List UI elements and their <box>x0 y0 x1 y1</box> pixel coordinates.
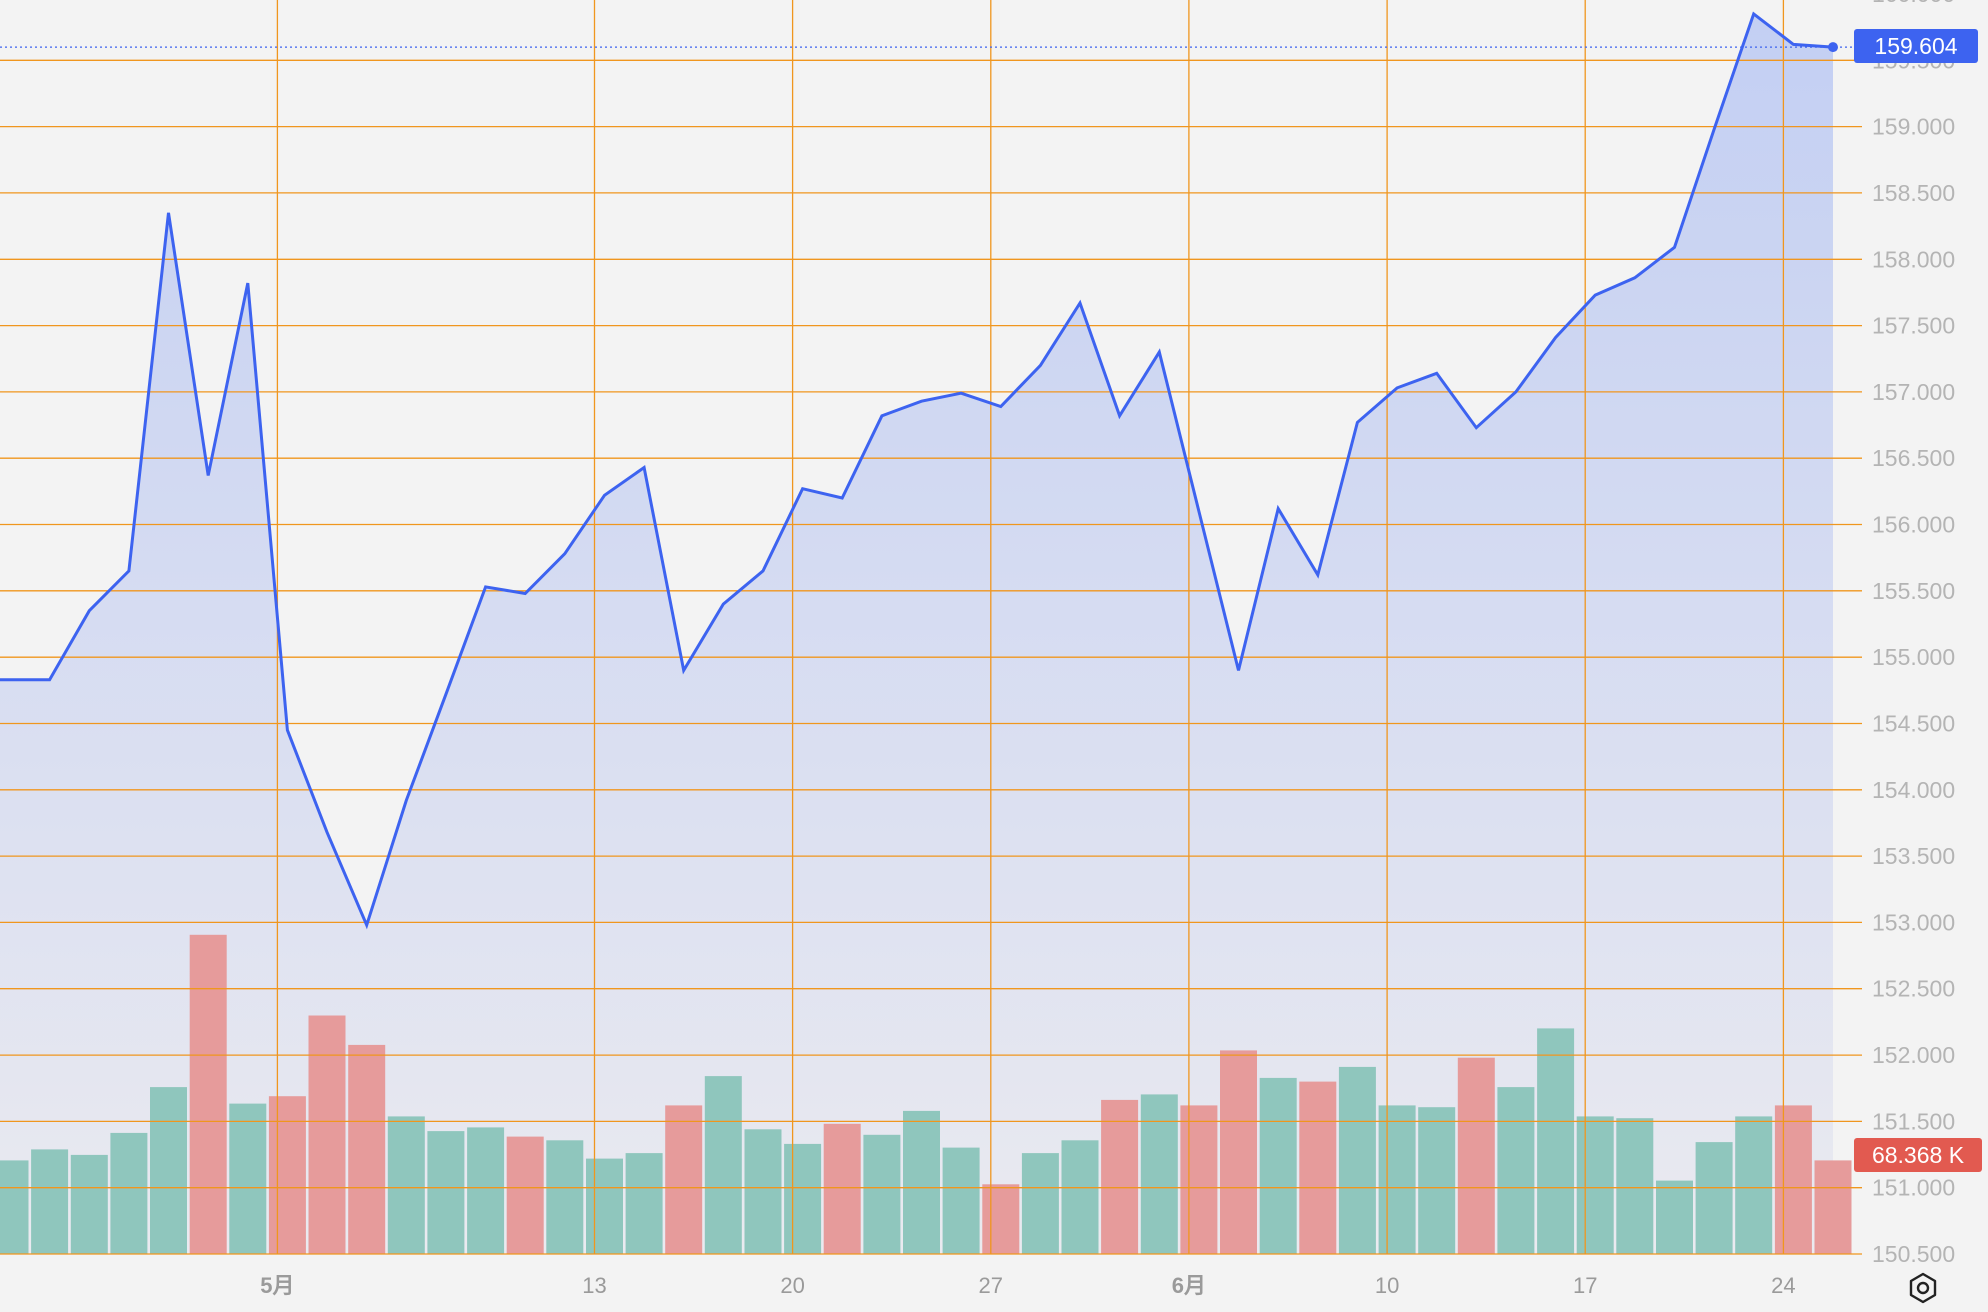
volume-bar <box>546 1140 584 1254</box>
volume-bar <box>1338 1066 1376 1254</box>
y-tick-label: 159.000 <box>1872 114 1955 140</box>
y-tick-label: 156.500 <box>1872 445 1955 471</box>
y-tick-label: 154.000 <box>1872 777 1955 803</box>
x-tick-label: 27 <box>979 1273 1003 1298</box>
volume-bar <box>1576 1116 1614 1254</box>
x-tick-label: 20 <box>780 1273 804 1298</box>
x-tick-label: 13 <box>582 1273 606 1298</box>
volume-bar <box>70 1154 108 1254</box>
volume-bar <box>506 1136 544 1254</box>
volume-bar <box>427 1131 465 1254</box>
volume-bar <box>1735 1116 1773 1254</box>
volume-bar <box>823 1123 861 1254</box>
volume-bar <box>1814 1160 1852 1254</box>
volume-bar <box>744 1129 782 1254</box>
volume-bar <box>586 1158 623 1254</box>
y-tick-label: 155.500 <box>1872 578 1955 604</box>
volume-bar <box>1418 1107 1456 1254</box>
y-tick-label: 150.500 <box>1872 1241 1955 1267</box>
volume-bar <box>1220 1050 1257 1254</box>
volume-bar <box>942 1147 980 1254</box>
y-tick-label: 160.000 <box>1872 0 1955 7</box>
volume-bar <box>1695 1142 1733 1254</box>
last-volume-badge: 68.368 K <box>1854 1138 1982 1172</box>
x-tick-label: 24 <box>1771 1273 1795 1298</box>
volume-bar <box>387 1116 425 1254</box>
volume-bar <box>665 1105 703 1254</box>
volume-bar <box>1259 1077 1297 1254</box>
volume-bar <box>1299 1081 1337 1254</box>
x-tick-label: 10 <box>1375 1273 1399 1298</box>
volume-bar <box>189 934 227 1254</box>
y-tick-label: 151.500 <box>1872 1108 1955 1134</box>
volume-bar <box>1021 1153 1059 1254</box>
y-tick-label: 158.000 <box>1872 246 1955 272</box>
y-tick-label: 158.500 <box>1872 180 1955 206</box>
volume-bar <box>1537 1028 1575 1254</box>
y-tick-label: 153.000 <box>1872 909 1955 935</box>
y-tick-label: 157.000 <box>1872 379 1955 405</box>
volume-bar <box>1656 1180 1693 1254</box>
y-tick-label: 157.500 <box>1872 313 1955 339</box>
volume-bar <box>1457 1057 1495 1254</box>
y-tick-label: 151.000 <box>1872 1175 1955 1201</box>
volume-bar <box>903 1110 940 1254</box>
volume-bar <box>784 1143 822 1254</box>
price-area-fill <box>0 13 1833 1254</box>
volume-bar <box>467 1127 505 1254</box>
y-tick-label: 156.000 <box>1872 512 1955 538</box>
volume-bar <box>1101 1099 1139 1254</box>
x-tick-label: 5月 <box>260 1273 294 1298</box>
last-price-badge: 159.604 <box>1854 29 1978 63</box>
volume-bar <box>704 1076 742 1254</box>
settings-icon <box>1909 1272 1937 1304</box>
volume-bar <box>1616 1118 1654 1254</box>
volume-bar <box>1180 1105 1218 1254</box>
volume-bar <box>1378 1105 1416 1254</box>
x-tick-label: 6月 <box>1172 1273 1206 1298</box>
y-tick-label: 152.500 <box>1872 976 1955 1002</box>
volume-bar <box>150 1087 187 1254</box>
y-tick-label: 153.500 <box>1872 843 1955 869</box>
y-tick-label: 155.000 <box>1872 644 1955 670</box>
y-tick-label: 154.500 <box>1872 711 1955 737</box>
volume-bar <box>308 1015 346 1254</box>
volume-bar <box>863 1134 901 1254</box>
volume-bar <box>1497 1087 1535 1254</box>
volume-bar <box>625 1153 663 1254</box>
last-price-dot <box>1828 42 1838 53</box>
volume-bar <box>0 1160 29 1254</box>
price-line <box>0 11 1834 930</box>
volume-bar <box>348 1044 386 1254</box>
volume-bar <box>229 1103 267 1254</box>
volume-bar <box>1774 1105 1812 1254</box>
volume-bar <box>110 1132 148 1254</box>
x-tick-label: 17 <box>1573 1273 1597 1298</box>
chart-settings-button[interactable] <box>1906 1271 1940 1305</box>
volume-bar <box>982 1184 1020 1254</box>
volume-bar <box>268 1096 306 1254</box>
volume-bar <box>31 1149 69 1254</box>
volume-bar <box>1061 1140 1099 1254</box>
volume-bar <box>1140 1094 1178 1254</box>
y-tick-label: 152.000 <box>1872 1042 1955 1068</box>
